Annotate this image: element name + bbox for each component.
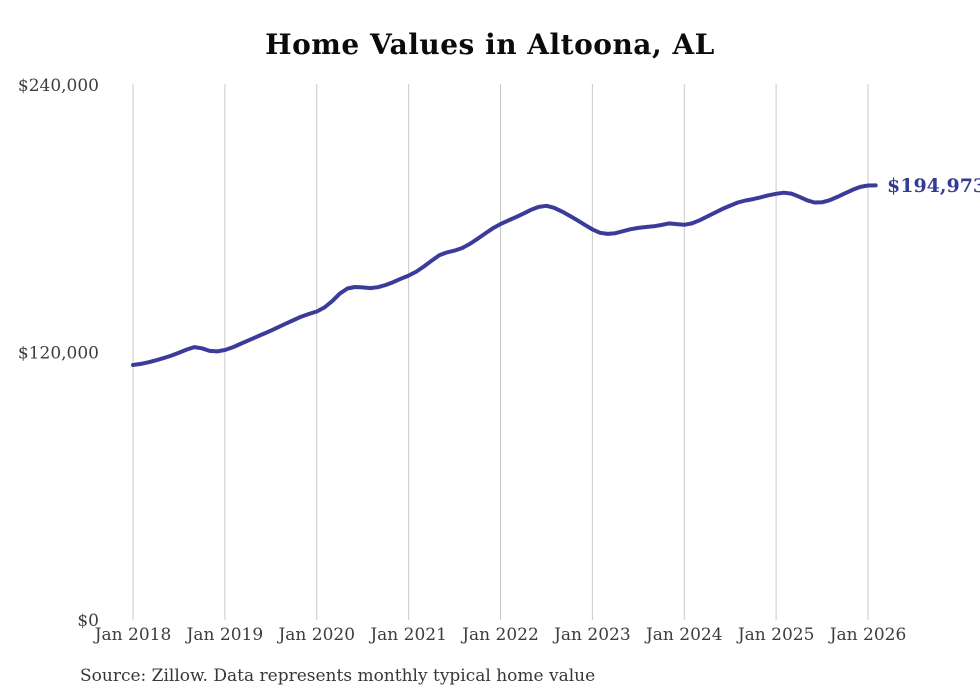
x-tick-label: Jan 2018 [93, 625, 172, 645]
x-tick-label: Jan 2023 [552, 625, 631, 645]
x-tick-label: Jan 2019 [185, 625, 264, 645]
x-tick-label: Jan 2025 [736, 625, 815, 645]
gridlines [132, 84, 869, 620]
source-note: Source: Zillow. Data represents monthly … [80, 666, 596, 686]
y-axis-labels: $0 $120,000 $240,000 [18, 76, 99, 631]
x-axis-labels: Jan 2018 Jan 2019 Jan 2020 Jan 2021 Jan 2022… [93, 625, 907, 645]
y-tick-label: $240,000 [18, 76, 99, 96]
value-line [131, 183, 878, 367]
x-tick-label: Jan 2021 [368, 625, 447, 645]
line-chart: $0$120,000$240,000 Jan 2018 Jan 2019 Jan 2… [18, 76, 980, 645]
end-value-label: $194,973 [887, 175, 980, 197]
y-tick-label: $120,000 [18, 344, 99, 364]
x-tick-label: Jan 2026 [828, 625, 907, 645]
x-tick-label: Jan 2022 [460, 625, 539, 645]
y-tick-label: $0 [77, 611, 99, 631]
x-tick-label: Jan 2020 [276, 625, 355, 645]
chart-title: Home Values in Altoona, AL [265, 28, 715, 61]
x-tick-label: Jan 2024 [644, 625, 723, 645]
